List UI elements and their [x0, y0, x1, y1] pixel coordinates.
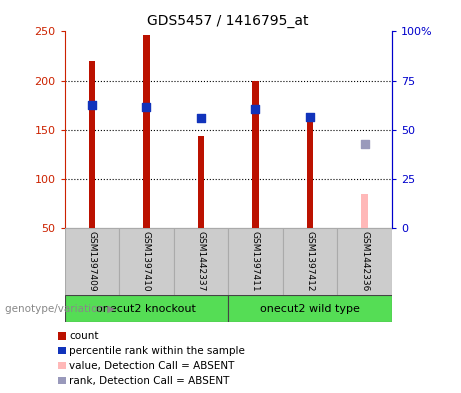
Text: onecut2 wild type: onecut2 wild type [260, 303, 360, 314]
Bar [198, 136, 204, 228]
Bar [361, 193, 368, 228]
Bar [283, 228, 337, 295]
Point [88, 102, 95, 108]
Text: count: count [69, 331, 99, 341]
Point [252, 106, 259, 112]
Point [197, 115, 205, 121]
Bar [337, 228, 392, 295]
Bar [143, 35, 150, 228]
Bar [228, 295, 392, 322]
Bar [65, 228, 119, 295]
Bar [228, 228, 283, 295]
Point [361, 141, 368, 147]
Bar [89, 61, 95, 228]
Point [306, 114, 313, 120]
Text: percentile rank within the sample: percentile rank within the sample [69, 346, 245, 356]
Text: GSM1442337: GSM1442337 [196, 231, 206, 292]
Text: genotype/variation ▶: genotype/variation ▶ [5, 303, 115, 314]
Text: GSM1397410: GSM1397410 [142, 231, 151, 292]
Title: GDS5457 / 1416795_at: GDS5457 / 1416795_at [148, 14, 309, 28]
Text: value, Detection Call = ABSENT: value, Detection Call = ABSENT [69, 361, 235, 371]
Text: GSM1397412: GSM1397412 [306, 231, 314, 292]
Bar [252, 81, 259, 228]
Text: rank, Detection Call = ABSENT: rank, Detection Call = ABSENT [69, 376, 230, 386]
Text: GSM1397411: GSM1397411 [251, 231, 260, 292]
Text: GSM1397409: GSM1397409 [87, 231, 96, 292]
Bar [307, 115, 313, 228]
Text: onecut2 knockout: onecut2 knockout [96, 303, 196, 314]
Point [142, 104, 150, 110]
Text: GSM1442336: GSM1442336 [360, 231, 369, 292]
Bar [174, 228, 228, 295]
Bar [65, 295, 228, 322]
Bar [119, 228, 174, 295]
